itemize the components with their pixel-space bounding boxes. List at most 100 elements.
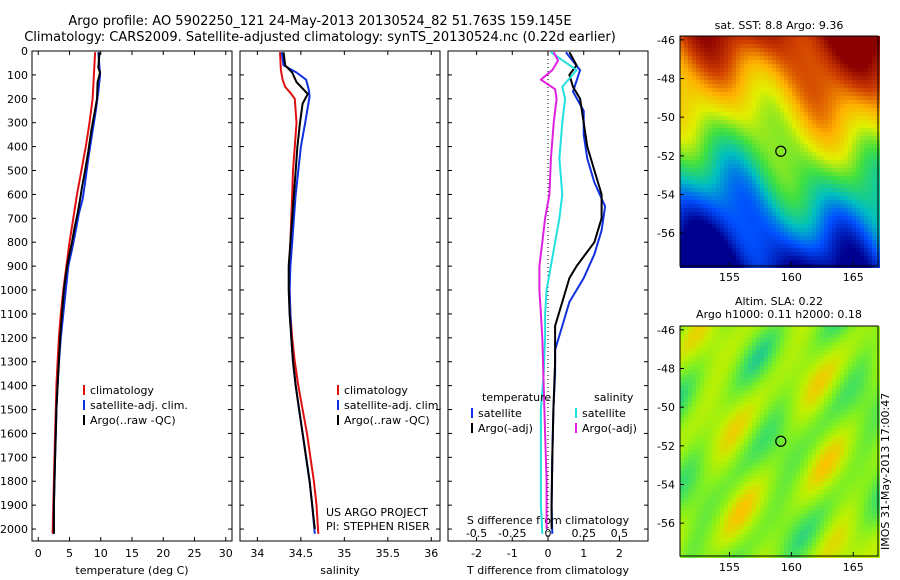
map-cell: [852, 36, 856, 40]
map-cell: [808, 346, 812, 350]
map-cell: [704, 200, 708, 204]
map-cell: [744, 156, 748, 160]
map-cell: [816, 180, 820, 184]
map-cell: [744, 176, 748, 180]
map-cell: [740, 334, 744, 338]
map-cell: [760, 100, 764, 104]
map-cell: [776, 434, 780, 438]
map-cell: [848, 52, 852, 56]
map-cell: [728, 120, 732, 124]
map-cell: [768, 470, 772, 474]
map-cell: [832, 64, 836, 68]
map-cell: [700, 338, 704, 342]
map-cell: [844, 442, 848, 446]
map-cell: [784, 406, 788, 410]
map-cell: [828, 192, 832, 196]
map-cell: [840, 248, 844, 252]
map-cell: [796, 466, 800, 470]
map-cell: [720, 454, 724, 458]
map-cell: [724, 326, 728, 330]
map-cell: [700, 164, 704, 168]
map-cell: [760, 72, 764, 76]
map-cell: [796, 330, 800, 334]
map-cell: [688, 56, 692, 60]
map-cell: [816, 196, 820, 200]
map-cell: [720, 108, 724, 112]
map-cell: [788, 470, 792, 474]
map-cell: [780, 188, 784, 192]
map-cell: [740, 342, 744, 346]
map-cell: [840, 164, 844, 168]
map-cell: [864, 160, 868, 164]
map-cell: [680, 144, 684, 148]
map-cell: [684, 192, 688, 196]
map-cell: [820, 200, 824, 204]
map-cell: [728, 442, 732, 446]
map-cell: [828, 132, 832, 136]
map-cell: [688, 64, 692, 68]
map-cell: [724, 342, 728, 346]
map-cell: [752, 192, 756, 196]
map-cell: [872, 244, 876, 248]
map-cell: [772, 88, 776, 92]
legend-label: Argo(-adj): [478, 422, 533, 435]
map-cell: [872, 36, 876, 40]
map-cell: [816, 216, 820, 220]
map-cell: [856, 450, 860, 454]
map-cell: [712, 326, 716, 330]
map-cell: [844, 112, 848, 116]
map-cell: [796, 338, 800, 342]
map-cell: [776, 64, 780, 68]
map-cell: [844, 156, 848, 160]
map-cell: [764, 240, 768, 244]
map-cell: [792, 414, 796, 418]
map-cell: [796, 76, 800, 80]
map-cell: [760, 96, 764, 100]
map-cell: [800, 216, 804, 220]
map-cell: [784, 458, 788, 462]
map-cell: [784, 184, 788, 188]
map-cell: [708, 164, 712, 168]
map-cell: [772, 244, 776, 248]
map-cell: [696, 338, 700, 342]
map-cell: [844, 244, 848, 248]
map-cell: [820, 334, 824, 338]
map-cell: [792, 466, 796, 470]
map-cell: [816, 414, 820, 418]
map-cell: [856, 240, 860, 244]
map-cell: [692, 104, 696, 108]
map-cell: [704, 124, 708, 128]
map-cell: [724, 256, 728, 260]
map-cell: [684, 426, 688, 430]
map-cell: [852, 410, 856, 414]
map-cell: [760, 454, 764, 458]
map-cell: [760, 156, 764, 160]
map-cell: [720, 220, 724, 224]
map-cell: [684, 168, 688, 172]
map-cell: [760, 402, 764, 406]
map-cell: [852, 402, 856, 406]
map-cell: [720, 124, 724, 128]
map-cell: [764, 132, 768, 136]
map-cell: [728, 458, 732, 462]
map-cell: [748, 44, 752, 48]
map-cell: [800, 260, 804, 264]
map-cell: [848, 342, 852, 346]
map-cell: [828, 148, 832, 152]
map-cell: [840, 224, 844, 228]
map-cell: [780, 108, 784, 112]
map-cell: [744, 192, 748, 196]
map-cell: [820, 430, 824, 434]
map-cell: [840, 446, 844, 450]
map-cell: [792, 40, 796, 44]
map-cell: [728, 390, 732, 394]
map-cell: [872, 406, 876, 410]
map-cell: [812, 438, 816, 442]
map-cell: [860, 248, 864, 252]
map-cell: [820, 108, 824, 112]
map-cell: [860, 176, 864, 180]
map-cell: [808, 224, 812, 228]
map-cell: [852, 84, 856, 88]
map-cell: [784, 44, 788, 48]
map-cell: [840, 346, 844, 350]
